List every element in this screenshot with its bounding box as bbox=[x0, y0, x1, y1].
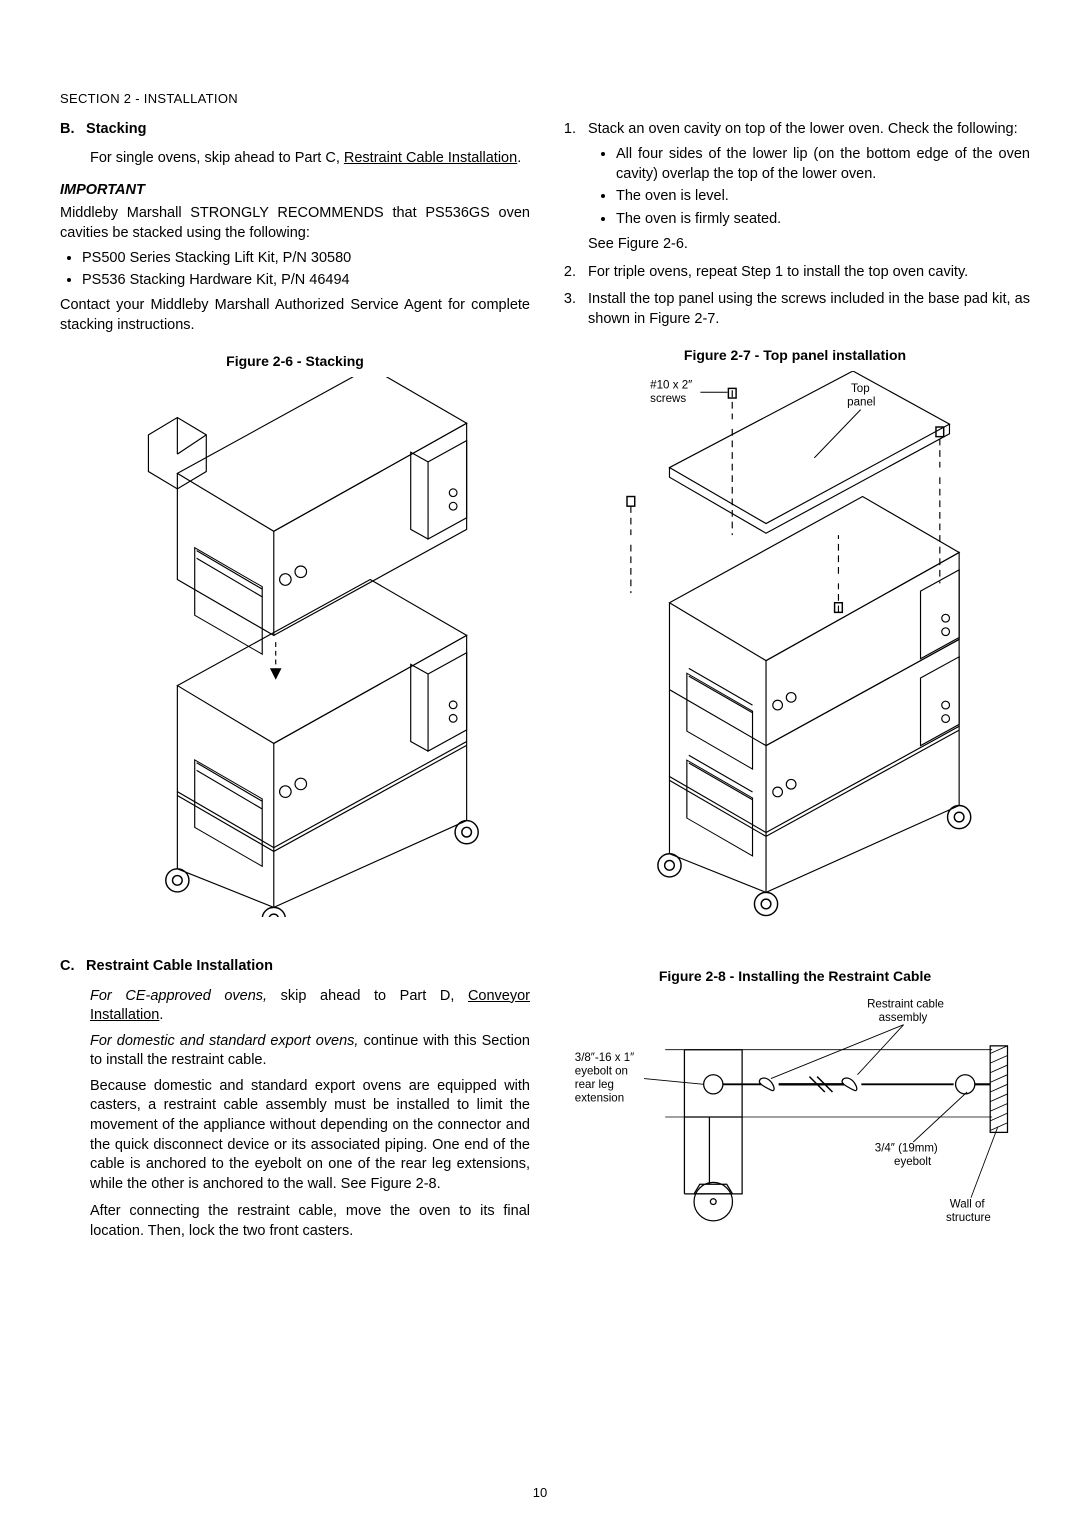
ce-paragraph: For CE-approved ovens, skip ahead to Par… bbox=[90, 987, 530, 1026]
step-2: For triple ovens, repeat Step 1 to insta… bbox=[580, 263, 1030, 283]
svg-text:Top: Top bbox=[851, 383, 870, 395]
svg-text:structure: structure bbox=[946, 1212, 991, 1224]
figure-2-8: Restraint cable assembly 3/8″-16 x 1″ ey… bbox=[560, 992, 1030, 1249]
step-1: Stack an oven cavity on top of the lower… bbox=[580, 120, 1030, 255]
link-restraint: Restraint Cable Installation bbox=[344, 150, 517, 166]
figure-2-6-title: Figure 2-6 - Stacking bbox=[60, 352, 530, 371]
list-item: The oven is level. bbox=[616, 187, 1030, 207]
svg-text:Restraint cable: Restraint cable bbox=[867, 998, 944, 1010]
subsection-title: Stacking bbox=[86, 121, 146, 137]
left-column: B. Stacking For single ovens, skip ahead… bbox=[60, 120, 530, 938]
lower-left-column: C. Restraint Cable Installation For CE-a… bbox=[60, 951, 530, 1248]
subsection-letter: C. bbox=[60, 957, 82, 977]
list-item: All four sides of the lower lip (on the … bbox=[616, 145, 1030, 184]
subsection-title: Restraint Cable Installation bbox=[86, 958, 273, 974]
svg-text:assembly: assembly bbox=[879, 1012, 928, 1024]
figure-2-7: #10 x 2″ screws Top panel bbox=[560, 371, 1030, 938]
subsection-letter: B. bbox=[60, 120, 82, 140]
lower-right-column: Figure 2-8 - Installing the Restraint Ca… bbox=[560, 951, 1030, 1248]
dom-paragraph: For domestic and standard export ovens, … bbox=[90, 1032, 530, 1071]
list-item: The oven is firmly seated. bbox=[616, 210, 1030, 230]
svg-text:3/8″-16 x 1″: 3/8″-16 x 1″ bbox=[575, 1052, 634, 1064]
recommend-paragraph: Middleby Marshall STRONGLY RECOMMENDS th… bbox=[60, 204, 530, 243]
kit-list: PS500 Series Stacking Lift Kit, P/N 3058… bbox=[82, 249, 530, 290]
svg-text:eyebolt on: eyebolt on bbox=[575, 1066, 628, 1078]
page-number: 10 bbox=[0, 1484, 1080, 1502]
important-label: IMPORTANT bbox=[60, 181, 530, 201]
list-item: PS536 Stacking Hardware Kit, P/N 46494 bbox=[82, 271, 530, 291]
svg-text:panel: panel bbox=[847, 396, 875, 408]
contact-paragraph: Contact your Middleby Marshall Authorize… bbox=[60, 296, 530, 335]
figure-2-8-title: Figure 2-8 - Installing the Restraint Ca… bbox=[560, 967, 1030, 986]
figure-2-6 bbox=[60, 377, 530, 924]
section-header: SECTION 2 - INSTALLATION bbox=[60, 90, 1030, 108]
restraint-paragraph-2: After connecting the restraint cable, mo… bbox=[90, 1202, 530, 1241]
svg-text:screws: screws bbox=[650, 392, 686, 404]
svg-text:#10 x 2″: #10 x 2″ bbox=[650, 379, 692, 391]
step-3: Install the top panel using the screws i… bbox=[580, 290, 1030, 329]
svg-text:extension: extension bbox=[575, 1093, 624, 1105]
svg-text:rear leg: rear leg bbox=[575, 1079, 614, 1091]
skip-paragraph: For single ovens, skip ahead to Part C, … bbox=[90, 149, 530, 169]
svg-text:Wall of: Wall of bbox=[950, 1198, 986, 1210]
list-item: PS500 Series Stacking Lift Kit, P/N 3058… bbox=[82, 249, 530, 269]
step-list: Stack an oven cavity on top of the lower… bbox=[580, 120, 1030, 330]
right-column: Stack an oven cavity on top of the lower… bbox=[560, 120, 1030, 938]
restraint-paragraph-1: Because domestic and standard export ove… bbox=[90, 1077, 530, 1194]
svg-text:eyebolt: eyebolt bbox=[894, 1156, 932, 1168]
svg-text:3/4″ (19mm): 3/4″ (19mm) bbox=[875, 1143, 938, 1155]
figure-2-7-title: Figure 2-7 - Top panel installation bbox=[560, 346, 1030, 365]
